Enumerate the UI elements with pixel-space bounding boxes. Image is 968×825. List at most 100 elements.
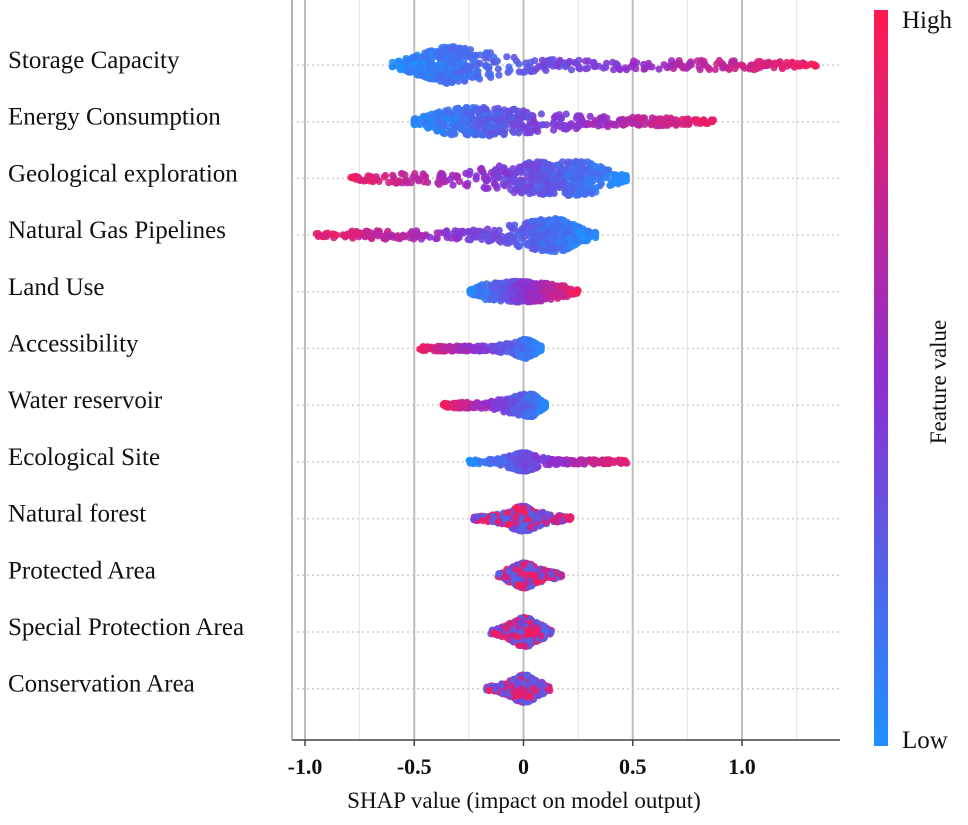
shap-point (640, 61, 647, 68)
shap-point (461, 401, 468, 408)
shap-point (531, 126, 538, 133)
shap-point (611, 171, 618, 178)
shap-point (479, 517, 486, 524)
shap-point (641, 121, 648, 128)
shap-point (469, 57, 476, 64)
shap-point (496, 341, 503, 348)
shap-point (434, 229, 441, 236)
shap-point (425, 61, 432, 68)
shap-point (669, 116, 676, 123)
shap-point (504, 509, 511, 516)
shap-point (487, 71, 494, 78)
shap-point (315, 231, 322, 238)
shap-point (623, 66, 630, 73)
shap-point (486, 460, 493, 467)
shap-point (500, 403, 507, 410)
shap-point (433, 48, 440, 55)
shap-point (466, 171, 473, 178)
shap-point (499, 181, 506, 188)
shap-point (697, 118, 704, 125)
shap-point (570, 457, 577, 464)
shap-point (539, 509, 546, 516)
shap-point (508, 224, 515, 231)
shap-point (641, 114, 648, 121)
shap-point (447, 343, 454, 350)
shap-point (438, 72, 445, 79)
shap-point (540, 191, 547, 198)
shap-point (738, 61, 745, 68)
shap-point (686, 60, 693, 67)
shap-point (447, 401, 454, 408)
shap-point (566, 221, 573, 228)
shap-point (505, 521, 512, 528)
shap-point (417, 72, 424, 79)
shap-point (604, 166, 611, 173)
shap-point (518, 189, 525, 196)
shap-point (524, 113, 531, 120)
shap-point (454, 173, 461, 180)
shap-point (813, 62, 820, 69)
beeswarm-row (313, 215, 600, 255)
shap-point (443, 228, 450, 235)
shap-point (509, 165, 516, 172)
shap-point (539, 400, 546, 407)
shap-point (619, 121, 626, 128)
shap-point (511, 282, 518, 289)
shap-point (469, 403, 476, 410)
shap-point (534, 164, 541, 171)
shap-point (426, 49, 433, 56)
shap-point (527, 68, 534, 75)
beeswarm-row (495, 559, 566, 591)
shap-point (530, 342, 537, 349)
shap-point (513, 407, 520, 414)
shap-point (512, 519, 519, 526)
shap-point (408, 55, 415, 62)
shap-point (566, 58, 573, 65)
shap-point (566, 516, 573, 523)
shap-point (553, 458, 560, 465)
shap-point (511, 106, 518, 113)
shap-point (515, 243, 522, 250)
shap-point (676, 61, 683, 68)
shap-point (731, 57, 738, 64)
shap-point (600, 65, 607, 72)
shap-point (555, 516, 562, 523)
shap-point (633, 59, 640, 66)
shap-point (465, 67, 472, 74)
beeswarm-row (440, 391, 549, 421)
shap-point (518, 297, 525, 304)
shap-point (349, 174, 356, 181)
shap-point (577, 174, 584, 181)
shap-point (494, 115, 501, 122)
shap-point (524, 394, 531, 401)
shap-point (502, 170, 509, 177)
shap-point (751, 66, 758, 73)
shap-point (536, 218, 543, 225)
shap-point (411, 116, 418, 123)
shap-point (450, 130, 457, 137)
shap-point (586, 183, 593, 190)
shap-point (478, 167, 485, 174)
shap-point (577, 185, 584, 192)
shap-point (483, 178, 490, 185)
shap-point (470, 234, 477, 241)
shap-point (497, 349, 504, 356)
shap-point (499, 280, 506, 287)
shap-point (772, 60, 779, 67)
shap-point (538, 110, 545, 117)
shap-point (454, 235, 461, 242)
shap-point (598, 170, 605, 177)
shap-point (596, 182, 603, 189)
shap-point (356, 229, 363, 236)
shap-point (503, 53, 510, 60)
beeswarm-row (466, 278, 581, 306)
shap-point (548, 235, 555, 242)
shap-point (440, 47, 447, 54)
shap-point (560, 180, 567, 187)
shap-point (762, 62, 769, 69)
shap-point (530, 187, 537, 194)
shap-point (507, 233, 514, 240)
shap-point (465, 228, 472, 235)
shap-point (571, 178, 578, 185)
shap-point (322, 232, 329, 239)
